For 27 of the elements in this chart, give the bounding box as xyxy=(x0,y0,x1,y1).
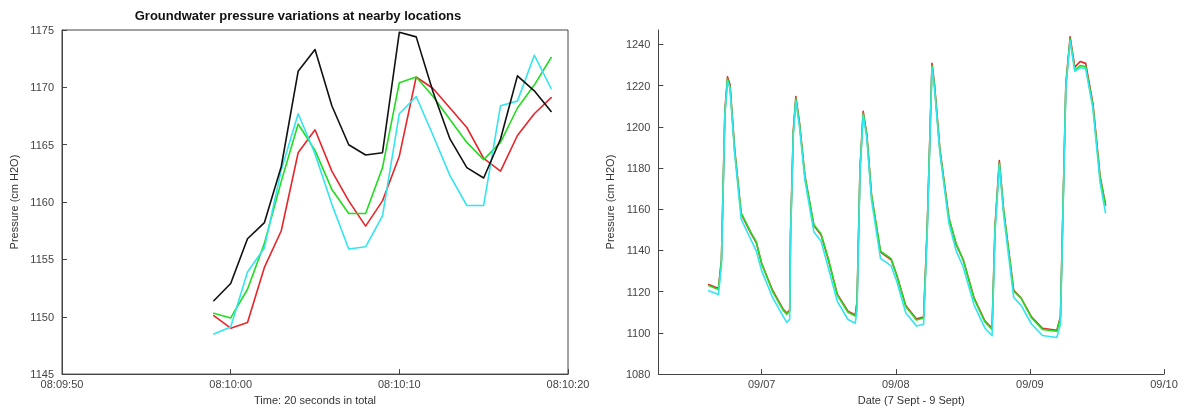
y-tick-label: 1200 xyxy=(625,120,651,133)
chart-title: Groundwater pressure variations at nearby locations xyxy=(134,8,462,23)
x-tick-label: 08:10:10 xyxy=(377,377,421,390)
x-tick-label: 09/07 xyxy=(747,377,776,390)
y-axis-title: Pressure (cm H2O) xyxy=(7,154,20,250)
y-tick-label: 1160 xyxy=(30,196,54,209)
x-tick-label: 09/09 xyxy=(1016,377,1044,390)
y-tick-label: 1160 xyxy=(626,203,651,216)
y-tick-label: 1080 xyxy=(625,368,651,381)
x-tick-label: 08:10:00 xyxy=(209,377,253,390)
y-tick-label: 1240 xyxy=(625,38,651,51)
x-tick-label: 08:10:20 xyxy=(546,377,590,390)
y-tick-label: 1180 xyxy=(626,162,651,175)
x-tick-label: 09/10 xyxy=(1150,377,1178,390)
y-tick-label: 1155 xyxy=(30,253,54,266)
y-tick-label: 1175 xyxy=(30,24,54,36)
y-tick-label: 1170 xyxy=(30,81,54,94)
y-tick-label: 1150 xyxy=(30,310,54,323)
y-tick-label: 1165 xyxy=(30,138,54,151)
x-axis-title: Time: 20 seconds in total xyxy=(254,393,376,406)
y-tick-label: 1120 xyxy=(626,285,651,298)
y-tick-label: 1100 xyxy=(626,326,651,339)
x-tick-label: 09/08 xyxy=(882,377,910,390)
x-axis-title: Date (7 Sept - 9 Sept) xyxy=(857,393,965,406)
y-tick-label: 1140 xyxy=(626,244,651,257)
y-tick-label: 1220 xyxy=(625,79,651,92)
y-axis-title: Pressure (cm H2O) xyxy=(603,154,616,250)
